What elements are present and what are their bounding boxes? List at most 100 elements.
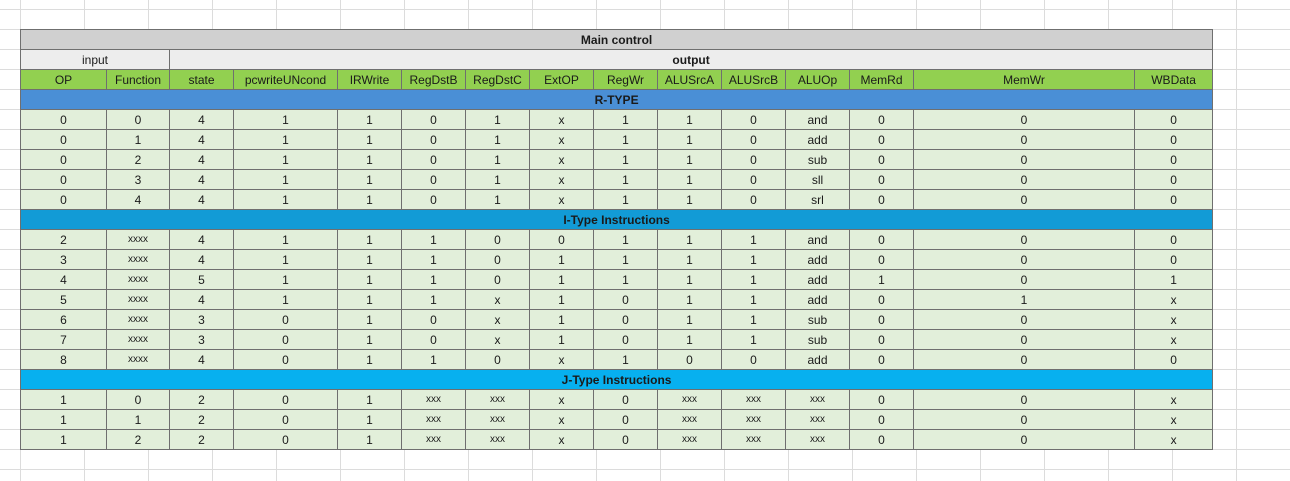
table-cell[interactable]: 0 xyxy=(913,349,1135,370)
table-cell[interactable]: xxx xyxy=(785,429,850,450)
table-cell[interactable]: 0 xyxy=(233,349,338,370)
table-cell[interactable]: 0 xyxy=(913,149,1135,170)
table-cell[interactable]: 0 xyxy=(849,309,914,330)
table-cell[interactable]: 1 xyxy=(657,189,722,210)
table-cell[interactable]: xxx xyxy=(657,429,722,450)
table-cell[interactable]: 1 xyxy=(529,309,594,330)
table-cell[interactable]: 0 xyxy=(401,169,466,190)
table-cell[interactable]: 0 xyxy=(1133,109,1214,130)
table-cell[interactable]: 4 xyxy=(169,229,234,250)
table-cell[interactable]: 1 xyxy=(233,109,338,130)
column-header-cell[interactable]: pcwriteUNcond xyxy=(233,69,338,90)
table-cell[interactable]: 0 xyxy=(657,349,722,370)
table-cell[interactable]: 0 xyxy=(849,109,914,130)
table-cell[interactable]: xxx xyxy=(465,409,530,430)
table-cell[interactable]: sub xyxy=(785,329,850,350)
output-group-cell[interactable]: output xyxy=(168,49,1214,70)
table-title[interactable]: Main control xyxy=(19,29,1214,50)
table-cell[interactable]: 0 xyxy=(849,389,914,410)
table-cell[interactable]: 0 xyxy=(721,129,786,150)
table-cell[interactable]: 1 xyxy=(465,129,530,150)
table-cell[interactable]: 0 xyxy=(401,329,466,350)
table-cell[interactable]: xxxx xyxy=(106,349,170,370)
table-cell[interactable]: xxxx xyxy=(106,269,170,290)
table-cell[interactable]: 1 xyxy=(337,309,402,330)
table-cell[interactable]: 0 xyxy=(593,389,658,410)
table-cell[interactable]: 1 xyxy=(593,229,658,250)
table-cell[interactable]: 1 xyxy=(657,309,722,330)
table-cell[interactable]: 1 xyxy=(593,129,658,150)
table-cell[interactable]: 0 xyxy=(465,229,530,250)
table-cell[interactable]: and xyxy=(785,109,850,130)
table-cell[interactable]: 0 xyxy=(593,309,658,330)
table-cell[interactable]: 0 xyxy=(913,409,1135,430)
table-cell[interactable]: 0 xyxy=(20,109,107,130)
table-cell[interactable]: 1 xyxy=(657,289,722,310)
table-cell[interactable]: 1 xyxy=(337,149,402,170)
section-header-cell[interactable]: J-Type Instructions xyxy=(19,369,1214,390)
table-cell[interactable]: 0 xyxy=(913,129,1135,150)
table-cell[interactable]: 1 xyxy=(657,329,722,350)
table-cell[interactable]: 0 xyxy=(465,249,530,270)
table-cell[interactable]: 0 xyxy=(233,309,338,330)
table-cell[interactable]: 1 xyxy=(721,249,786,270)
table-cell[interactable]: x xyxy=(529,349,594,370)
table-cell[interactable]: sub xyxy=(785,149,850,170)
table-cell[interactable]: 4 xyxy=(169,189,234,210)
table-cell[interactable]: 0 xyxy=(721,349,786,370)
table-cell[interactable]: xxx xyxy=(785,389,850,410)
table-cell[interactable]: 0 xyxy=(529,229,594,250)
table-cell[interactable]: 1 xyxy=(337,269,402,290)
table-cell[interactable]: 0 xyxy=(593,289,658,310)
table-cell[interactable]: 1 xyxy=(529,289,594,310)
table-cell[interactable]: 1 xyxy=(529,269,594,290)
table-cell[interactable]: xxx xyxy=(721,389,786,410)
table-cell[interactable]: 0 xyxy=(233,389,338,410)
column-header-cell[interactable]: RegDstC xyxy=(465,69,530,90)
table-cell[interactable]: x xyxy=(1133,329,1214,350)
column-header-cell[interactable]: state xyxy=(169,69,234,90)
table-cell[interactable]: 2 xyxy=(169,389,234,410)
table-cell[interactable]: 1 xyxy=(337,229,402,250)
table-cell[interactable]: 1 xyxy=(337,409,402,430)
table-cell[interactable]: 0 xyxy=(849,189,914,210)
table-cell[interactable]: 1 xyxy=(233,289,338,310)
table-cell[interactable]: 1 xyxy=(721,229,786,250)
table-cell[interactable]: 0 xyxy=(849,129,914,150)
table-cell[interactable]: 1 xyxy=(401,229,466,250)
table-cell[interactable]: 0 xyxy=(913,429,1135,450)
table-cell[interactable]: xxx xyxy=(785,409,850,430)
table-cell[interactable]: 2 xyxy=(169,409,234,430)
table-cell[interactable]: 1 xyxy=(106,129,170,150)
table-cell[interactable]: 1 xyxy=(849,269,914,290)
table-cell[interactable]: 1 xyxy=(337,389,402,410)
table-cell[interactable]: x xyxy=(529,129,594,150)
table-cell[interactable]: 1 xyxy=(233,249,338,270)
table-cell[interactable]: 1 xyxy=(233,169,338,190)
table-cell[interactable]: 0 xyxy=(849,289,914,310)
table-cell[interactable]: 4 xyxy=(169,249,234,270)
table-cell[interactable]: sll xyxy=(785,169,850,190)
table-cell[interactable]: 0 xyxy=(721,189,786,210)
section-header-cell[interactable]: I-Type Instructions xyxy=(19,209,1214,230)
table-cell[interactable]: 1 xyxy=(657,269,722,290)
table-cell[interactable]: x xyxy=(1133,309,1214,330)
table-cell[interactable]: 0 xyxy=(913,269,1135,290)
table-cell[interactable]: x xyxy=(1133,289,1214,310)
table-cell[interactable]: x xyxy=(529,389,594,410)
table-cell[interactable]: 0 xyxy=(20,169,107,190)
table-cell[interactable]: xxx xyxy=(721,429,786,450)
table-cell[interactable]: 0 xyxy=(1133,229,1214,250)
table-cell[interactable]: 1 xyxy=(401,249,466,270)
table-cell[interactable]: xxxx xyxy=(106,289,170,310)
table-cell[interactable]: 1 xyxy=(657,129,722,150)
table-cell[interactable]: xxx xyxy=(401,389,466,410)
table-cell[interactable]: 2 xyxy=(106,149,170,170)
table-cell[interactable]: 0 xyxy=(721,109,786,130)
column-header-cell[interactable]: RegDstB xyxy=(401,69,466,90)
table-cell[interactable]: x xyxy=(1133,389,1214,410)
table-cell[interactable]: 1 xyxy=(657,109,722,130)
table-cell[interactable]: 0 xyxy=(106,389,170,410)
table-cell[interactable]: 0 xyxy=(233,429,338,450)
table-cell[interactable]: 1 xyxy=(337,329,402,350)
